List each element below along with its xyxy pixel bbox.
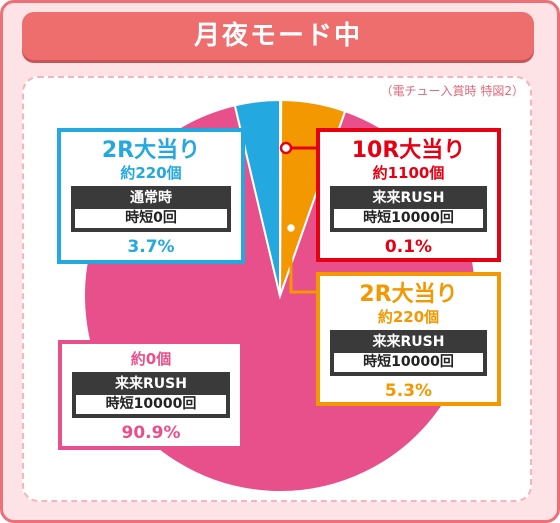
chart-title: 月夜モード中	[193, 21, 362, 51]
orange-jitan: 時短10000回	[334, 353, 483, 372]
title-bar: 月夜モード中	[22, 12, 534, 60]
red-payout: 約1100個	[372, 164, 445, 182]
red-mode-panel: 来来RUSH 時短10000回	[330, 186, 487, 232]
red-percent: 0.1%	[384, 237, 433, 257]
blue-label: 2R大当り	[101, 138, 201, 163]
label-box-pink: 約0個 来来RUSH 時短10000回 90.9%	[58, 340, 244, 450]
pink-payout: 約0個	[130, 350, 172, 368]
orange-connector	[289, 228, 316, 294]
orange-mode-panel: 来来RUSH 時短10000回	[330, 330, 487, 376]
blue-jitan: 時短0回	[75, 209, 227, 228]
pink-mode: 来来RUSH	[115, 376, 187, 392]
red-jitan: 時短10000回	[334, 209, 483, 228]
red-label: 10R大当り	[351, 138, 466, 163]
label-box-blue: 2R大当り 約220個 通常時 時短0回 3.7%	[57, 128, 245, 264]
red-mode: 来来RUSH	[372, 190, 445, 206]
blue-percent: 3.7%	[127, 237, 175, 257]
label-box-red: 10R大当り 約1100個 来来RUSH 時短10000回 0.1%	[316, 128, 501, 262]
pie-slice-blue	[233, 98, 281, 297]
pink-mode-panel: 来来RUSH 時短10000回	[72, 372, 230, 418]
pink-percent: 90.9%	[121, 423, 181, 443]
orange-percent: 5.3%	[384, 381, 433, 401]
red-connector-dot	[279, 141, 293, 155]
blue-mode: 通常時	[130, 190, 172, 206]
blue-mode-panel: 通常時 時短0回	[71, 186, 231, 232]
pink-jitan: 時短10000回	[76, 395, 226, 414]
label-box-orange: 2R大当り 約220個 来来RUSH 時短10000回 5.3%	[316, 272, 501, 406]
orange-mode: 来来RUSH	[372, 334, 445, 350]
orange-connector-dot	[284, 221, 298, 235]
orange-payout: 約220個	[377, 308, 440, 326]
blue-payout: 約220個	[120, 164, 182, 182]
orange-label: 2R大当り	[359, 282, 458, 307]
chart-note: （電チュー入賞時 特図2）	[380, 84, 524, 98]
